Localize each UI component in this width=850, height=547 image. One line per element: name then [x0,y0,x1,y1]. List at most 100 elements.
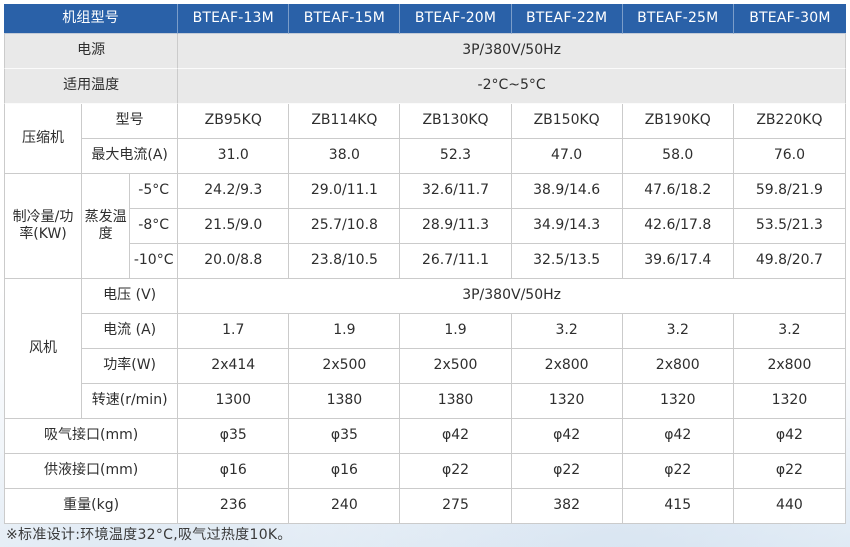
weight-value: 415 [622,489,734,524]
fan-speed-row: 转速(r/min) 1300 1380 1380 1320 1320 1320 [4,384,846,419]
suction-port-value: φ42 [400,419,512,454]
cooling-value: 20.0/8.8 [178,244,290,279]
cooling-value: 23.8/10.5 [289,244,401,279]
evap-temp-label: 蒸发温度 [82,174,131,279]
liquid-port-value: φ22 [511,454,623,489]
liquid-port-value: φ22 [400,454,512,489]
liquid-port-label: 供液接口(mm) [4,454,179,489]
cooling-value: 53.5/21.3 [733,209,846,244]
fan-speed-value: 1320 [733,384,846,419]
power-row: 电源 3P/380V/50Hz [4,34,846,69]
fan-power-value: 2x414 [178,349,290,384]
cooling-value: 29.0/11.1 [289,174,401,209]
weight-value: 382 [511,489,623,524]
suction-port-value: φ35 [178,419,290,454]
suction-port-value: φ35 [289,419,401,454]
liquid-port-row: 供液接口(mm) φ16 φ16 φ22 φ22 φ22 φ22 [4,454,846,489]
cooling-value: 21.5/9.0 [178,209,290,244]
fan-power-value: 2x800 [733,349,846,384]
header-model-5: BTEAF-25M [622,4,734,34]
liquid-port-value: φ16 [289,454,401,489]
fan-current-value: 1.9 [289,314,401,349]
fan-power-label: 功率(W) [82,349,179,384]
cooling-group-label: 制冷量/功率(KW) [4,174,83,279]
compressor-max-current-row: 最大电流(A) 31.0 38.0 52.3 47.0 58.0 76.0 [4,139,846,174]
cooling-value: 34.9/14.3 [511,209,623,244]
fan-current-value: 3.2 [511,314,623,349]
compressor-model-row: 压缩机 型号 ZB95KQ ZB114KQ ZB130KQ ZB150KQ ZB… [4,104,846,174]
fan-current-value: 1.9 [400,314,512,349]
weight-value: 275 [400,489,512,524]
header-unit-model-label: 机组型号 [4,4,179,34]
cooling-row-minus5: 制冷量/功率(KW) 蒸发温度 -5°C 24.2/9.3 29.0/11.1 … [4,174,846,279]
spec-sheet: 机组型号 BTEAF-13M BTEAF-15M BTEAF-20M BTEAF… [4,4,846,524]
temp-range-row: 适用温度 -2°C~5°C [4,69,846,104]
compressor-model-value: ZB220KQ [733,104,846,139]
power-value: 3P/380V/50Hz [178,34,846,69]
max-current-label: 最大电流(A) [82,139,179,174]
fan-speed-value: 1300 [178,384,290,419]
weight-label: 重量(kg) [4,489,179,524]
suction-port-row: 吸气接口(mm) φ35 φ35 φ42 φ42 φ42 φ42 [4,419,846,454]
cooling-value: 59.8/21.9 [733,174,846,209]
suction-port-value: φ42 [733,419,846,454]
temp-range-label: 适用温度 [4,69,179,104]
cooling-value: 28.9/11.3 [400,209,512,244]
evap-temp-minus8: -8°C [130,209,179,244]
spec-table: 机组型号 BTEAF-13M BTEAF-15M BTEAF-20M BTEAF… [4,4,846,524]
fan-group-label: 风机 [4,279,83,419]
compressor-model-value: ZB95KQ [178,104,290,139]
fan-power-value: 2x500 [400,349,512,384]
cooling-value: 24.2/9.3 [178,174,290,209]
fan-current-row: 电流 (A) 1.7 1.9 1.9 3.2 3.2 3.2 [4,314,846,349]
max-current-value: 58.0 [622,139,734,174]
fan-power-value: 2x500 [289,349,401,384]
power-label: 电源 [4,34,179,69]
header-model-2: BTEAF-15M [289,4,401,34]
weight-value: 236 [178,489,290,524]
max-current-value: 47.0 [511,139,623,174]
header-row: 机组型号 BTEAF-13M BTEAF-15M BTEAF-20M BTEAF… [4,4,846,34]
fan-power-value: 2x800 [511,349,623,384]
fan-voltage-value: 3P/380V/50Hz [178,279,846,314]
fan-speed-value: 1380 [289,384,401,419]
liquid-port-value: φ16 [178,454,290,489]
fan-current-label: 电流 (A) [82,314,179,349]
cooling-value: 26.7/11.1 [400,244,512,279]
cooling-row-minus10: -10°C 20.0/8.8 23.8/10.5 26.7/11.1 32.5/… [4,244,846,279]
max-current-value: 76.0 [733,139,846,174]
max-current-value: 31.0 [178,139,290,174]
standard-design-footnote: ※标准设计:环境温度32°C,吸气过热度10K。 [6,527,292,543]
temp-range-value: -2°C~5°C [178,69,846,104]
fan-speed-value: 1320 [511,384,623,419]
liquid-port-value: φ22 [733,454,846,489]
compressor-model-value: ZB190KQ [622,104,734,139]
fan-power-value: 2x800 [622,349,734,384]
cooling-value: 42.6/17.8 [622,209,734,244]
header-model-3: BTEAF-20M [400,4,512,34]
max-current-value: 52.3 [400,139,512,174]
cooling-value: 39.6/17.4 [622,244,734,279]
suction-port-value: φ42 [622,419,734,454]
compressor-model-value: ZB130KQ [400,104,512,139]
cooling-value: 49.8/20.7 [733,244,846,279]
cooling-value: 47.6/18.2 [622,174,734,209]
header-model-1: BTEAF-13M [178,4,290,34]
cooling-row-minus8: -8°C 21.5/9.0 25.7/10.8 28.9/11.3 34.9/1… [4,209,846,244]
fan-voltage-row: 风机 电压 (V) 3P/380V/50Hz [4,279,846,419]
cooling-value: 38.9/14.6 [511,174,623,209]
liquid-port-value: φ22 [622,454,734,489]
compressor-model-value: ZB114KQ [289,104,401,139]
weight-value: 440 [733,489,846,524]
suction-port-value: φ42 [511,419,623,454]
weight-row: 重量(kg) 236 240 275 382 415 440 [4,489,846,524]
compressor-group-label: 压缩机 [4,104,83,174]
cooling-value: 25.7/10.8 [289,209,401,244]
cooling-value: 32.6/11.7 [400,174,512,209]
fan-speed-value: 1320 [622,384,734,419]
fan-current-value: 3.2 [622,314,734,349]
fan-current-value: 1.7 [178,314,290,349]
fan-power-row: 功率(W) 2x414 2x500 2x500 2x800 2x800 2x80… [4,349,846,384]
suction-port-label: 吸气接口(mm) [4,419,179,454]
fan-speed-label: 转速(r/min) [82,384,179,419]
